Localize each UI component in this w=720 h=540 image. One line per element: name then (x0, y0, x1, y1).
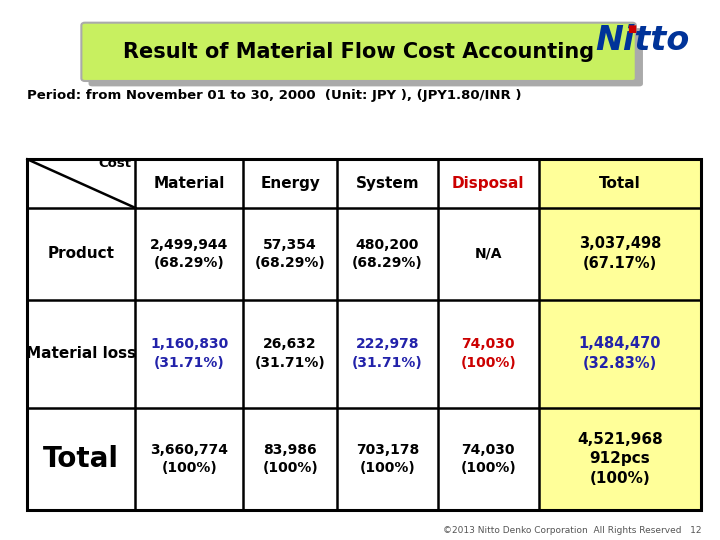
Text: Nitto: Nitto (595, 24, 690, 57)
Text: Cost: Cost (99, 157, 132, 170)
Text: 3,037,498
(67.17%): 3,037,498 (67.17%) (579, 237, 661, 271)
Text: Material loss: Material loss (27, 346, 136, 361)
Bar (539, 208, 701, 300)
Text: Energy: Energy (260, 176, 320, 191)
Text: 57,354
(68.29%): 57,354 (68.29%) (255, 238, 325, 270)
Text: Total: Total (43, 445, 120, 473)
Text: 480,200
(68.29%): 480,200 (68.29%) (352, 238, 423, 270)
Bar (539, 408, 701, 510)
Bar (27, 159, 701, 510)
Text: 703,178
(100%): 703,178 (100%) (356, 443, 419, 475)
Text: N/A: N/A (474, 247, 502, 261)
Bar (27, 159, 701, 510)
Text: ■: ■ (628, 24, 636, 35)
Text: 222,978
(31.71%): 222,978 (31.71%) (352, 338, 423, 370)
Text: Product: Product (48, 246, 115, 261)
Text: 2,499,944
(68.29%): 2,499,944 (68.29%) (150, 238, 228, 270)
Text: ©2013 Nitto Denko Corporation  All Rights Reserved   12: ©2013 Nitto Denko Corporation All Rights… (443, 525, 701, 535)
Text: 4,521,968
912pcs
(100%): 4,521,968 912pcs (100%) (577, 431, 663, 487)
Text: 74,030
(100%): 74,030 (100%) (460, 338, 516, 370)
Text: Total: Total (599, 176, 641, 191)
Text: Result of Material Flow Cost Accounting: Result of Material Flow Cost Accounting (123, 42, 594, 62)
Text: 3,660,774
(100%): 3,660,774 (100%) (150, 443, 228, 475)
Text: 26,632
(31.71%): 26,632 (31.71%) (255, 338, 325, 370)
Text: 1,484,470
(32.83%): 1,484,470 (32.83%) (579, 336, 661, 371)
Text: 1,160,830
(31.71%): 1,160,830 (31.71%) (150, 338, 228, 370)
FancyBboxPatch shape (81, 23, 636, 81)
Bar (539, 159, 701, 208)
FancyBboxPatch shape (89, 28, 643, 86)
Text: Period: from November 01 to 30, 2000  (Unit: JPY ), (JPY1.80/INR ): Period: from November 01 to 30, 2000 (Un… (27, 89, 522, 102)
Text: Material: Material (153, 176, 225, 191)
Text: System: System (356, 176, 419, 191)
Text: Disposal: Disposal (452, 176, 524, 191)
Text: 74,030
(100%): 74,030 (100%) (460, 443, 516, 475)
Text: 83,986
(100%): 83,986 (100%) (262, 443, 318, 475)
Bar (539, 300, 701, 408)
